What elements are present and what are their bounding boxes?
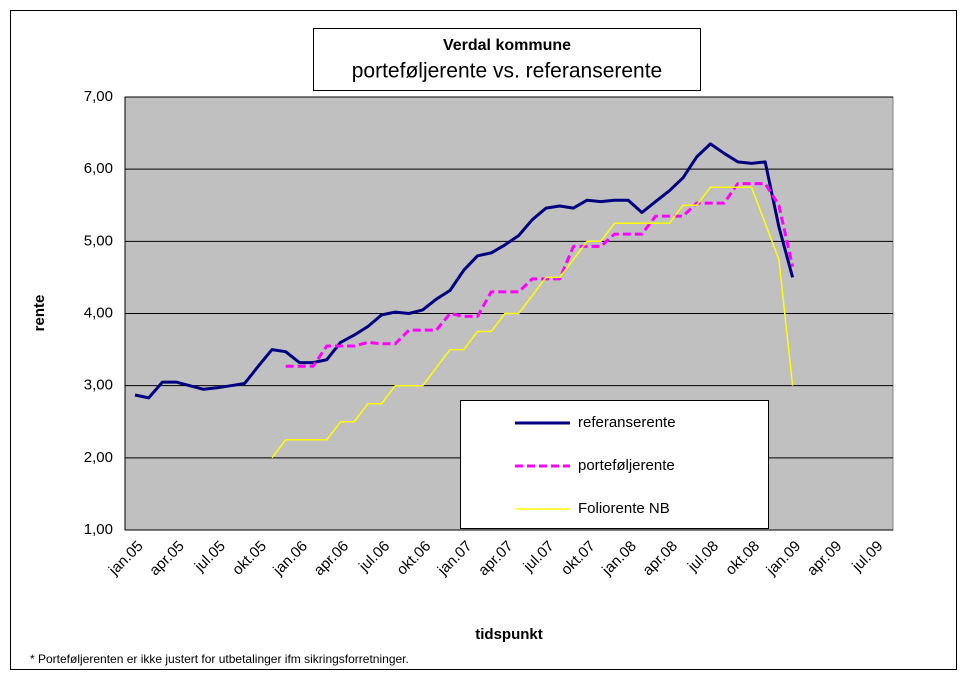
title-box (313, 28, 701, 91)
chart-subtitle: porteføljerente vs. referanserente (352, 60, 663, 83)
y-axis-label: rente (31, 295, 48, 332)
y-tick-label: 3,00 (84, 377, 113, 394)
legend-label: Foliorente NB (578, 500, 670, 517)
y-tick-label: 4,00 (84, 304, 113, 321)
legend-label: porteføljerente (578, 457, 675, 474)
y-tick-label: 2,00 (84, 449, 113, 466)
legend-label: referanserente (578, 414, 676, 431)
legend-box (460, 400, 769, 529)
series-line (285, 182, 795, 368)
chart-title: Verdal kommune (443, 37, 571, 54)
y-tick-label: 5,00 (84, 232, 113, 249)
y-tick-label: 7,00 (84, 88, 113, 105)
y-tick-label: 1,00 (84, 521, 113, 538)
series-line (271, 186, 794, 459)
footnote: * Porteføljerenten er ikke justert for u… (30, 652, 409, 666)
x-axis-label: tidspunkt (475, 626, 543, 643)
y-tick-label: 6,00 (84, 160, 113, 177)
series-line (134, 142, 795, 400)
